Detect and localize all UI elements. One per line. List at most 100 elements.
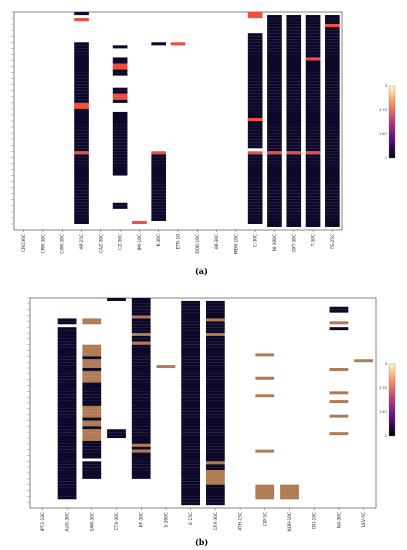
heatmap-cell	[181, 403, 201, 406]
heatmap-cell	[74, 96, 89, 100]
heatmap-cell	[305, 114, 321, 119]
heatmap-cell	[286, 33, 302, 37]
heatmap-cell	[151, 190, 167, 194]
heatmap-cell	[286, 111, 302, 115]
heatmap-cell	[267, 33, 282, 37]
heatmap-cell	[325, 136, 340, 140]
heatmap-cell	[181, 467, 201, 471]
heatmap-cell	[205, 420, 225, 424]
heatmap-cell	[305, 163, 321, 167]
heatmap-cell	[74, 105, 89, 109]
column-label: CPM-30C	[40, 234, 46, 253]
heatmap-cell	[57, 455, 77, 459]
heatmap-cell	[82, 353, 102, 357]
heatmap-cell	[267, 133, 282, 137]
heatmap-cell	[181, 309, 201, 313]
heatmap-cell	[74, 12, 89, 16]
heatmap-cell	[325, 184, 340, 188]
heatmap-cell	[247, 184, 263, 188]
heatmap-cell	[74, 163, 89, 167]
heatmap-cell	[151, 160, 167, 164]
heatmap-cell	[247, 45, 263, 49]
heatmap-cell	[57, 376, 77, 380]
heatmap-cell	[112, 121, 128, 125]
heatmap-cell	[205, 370, 225, 374]
heatmap-cell	[151, 217, 167, 221]
heatmap-cell	[74, 151, 89, 155]
heatmap-cell	[151, 163, 167, 167]
heatmap-cell	[305, 196, 321, 200]
heatmap-cell	[112, 57, 128, 61]
heatmap-cell	[247, 160, 263, 164]
heatmap-cell	[151, 169, 167, 173]
heatmap-cell	[325, 36, 340, 40]
heatmap-cell	[286, 145, 302, 149]
heatmap-cell	[267, 217, 282, 221]
heatmap-cell	[74, 136, 89, 140]
heatmap-cell	[181, 481, 201, 485]
heatmap-cell	[325, 21, 340, 25]
heatmap-cell	[205, 368, 225, 371]
heatmap-cell	[57, 452, 77, 456]
heatmap-cell	[267, 54, 282, 58]
heatmap-cell	[205, 373, 225, 377]
heatmap-cell	[305, 166, 321, 170]
heatmap-cell	[247, 214, 263, 218]
heatmap-cell	[181, 312, 201, 316]
heatmap-cell	[57, 423, 77, 427]
heatmap-cell	[286, 142, 302, 146]
heatmap-cell	[82, 455, 102, 459]
heatmap-cell	[181, 321, 201, 325]
heatmap-cell	[74, 217, 89, 221]
heatmap-cell	[74, 108, 89, 112]
heatmap-cell	[57, 405, 77, 409]
heatmap-cell	[329, 321, 349, 325]
heatmap-cell	[181, 426, 201, 430]
heatmap-cell	[57, 338, 77, 342]
heatmap-cell	[82, 362, 102, 366]
heatmap-cell	[325, 166, 340, 170]
heatmap-cell	[57, 426, 77, 430]
heatmap-cell	[131, 440, 151, 444]
heatmap-cell	[247, 75, 263, 79]
heatmap-cell	[267, 45, 282, 49]
heatmap-cell	[305, 27, 321, 31]
heatmap-cell	[151, 193, 167, 197]
heatmap-cell	[247, 196, 263, 200]
heatmap-cell	[247, 169, 263, 173]
heatmap-cell	[325, 220, 340, 224]
heatmap-cell	[74, 178, 89, 182]
heatmap-cell	[267, 187, 282, 191]
heatmap-cell	[325, 124, 340, 128]
heatmap-cell	[267, 63, 282, 67]
heatmap-cell	[205, 438, 225, 441]
heatmap-cell	[255, 394, 275, 398]
heatmap-cell	[74, 181, 89, 185]
column-label: CFX-30C	[213, 512, 219, 530]
heatmap-cell	[305, 63, 321, 67]
heatmap-cell	[181, 385, 201, 389]
heatmap-cell	[74, 196, 89, 200]
heatmap-cell	[325, 108, 340, 112]
heatmap-cell	[131, 382, 151, 386]
heatmap-cell	[325, 72, 340, 76]
colorbar	[388, 85, 396, 159]
heatmap-cell	[181, 499, 201, 503]
colorbar-tick-label: 3	[385, 84, 387, 88]
heatmap-cell	[267, 127, 282, 131]
heatmap-cell	[74, 142, 89, 146]
heatmap-cell	[305, 96, 321, 100]
heatmap-cell	[181, 362, 201, 366]
heatmap-cell	[267, 51, 282, 55]
heatmap-cell	[82, 473, 102, 476]
heatmap-cell	[82, 321, 102, 325]
heatmap-cell	[325, 181, 340, 185]
heatmap-cell	[112, 145, 128, 149]
column-label: CIP-5C	[262, 512, 268, 526]
heatmap-cell	[181, 458, 201, 462]
heatmap-cell	[286, 193, 302, 197]
heatmap-cell	[305, 121, 321, 125]
heatmap-cell	[286, 57, 302, 61]
heatmap-cell	[151, 42, 167, 46]
heatmap-cell	[205, 382, 225, 386]
